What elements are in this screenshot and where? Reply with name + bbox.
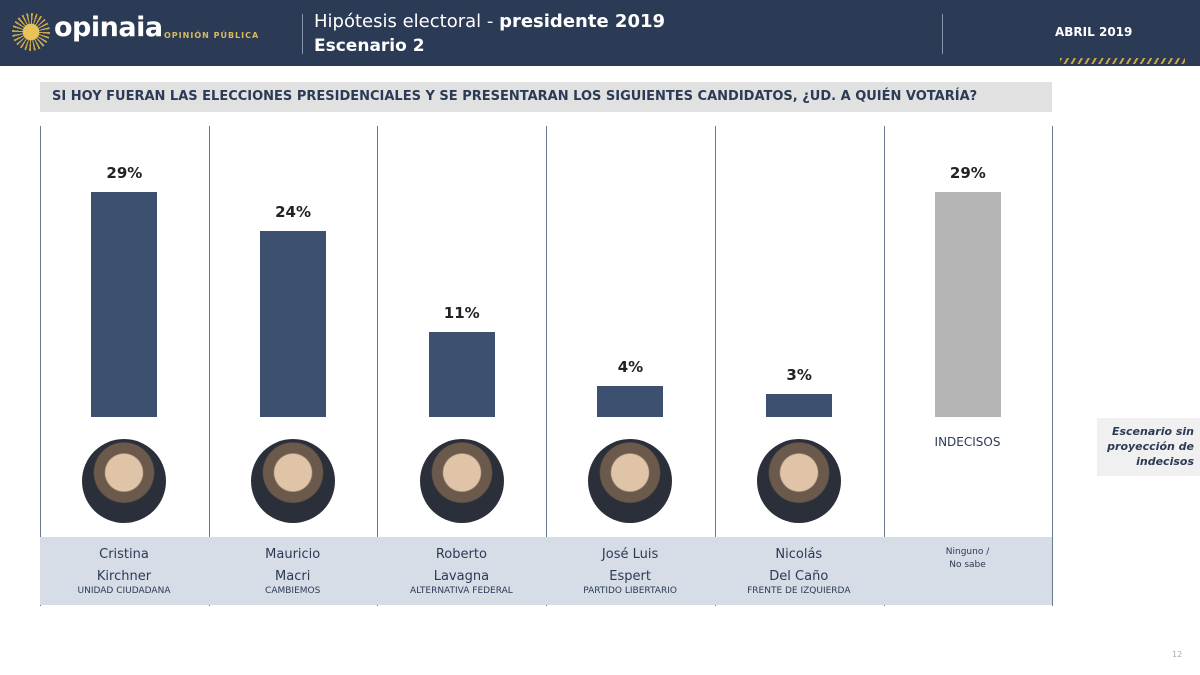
page-subtitle: Escenario 2 [314,36,425,56]
candidate-name: Nicolás Del Caño [769,547,829,584]
bar-2 [260,230,327,417]
data-label: 4% [617,357,644,376]
page-title: Hipótesis electoral - presidente 2019 [314,11,666,32]
undecided-label: INDECISOS [934,435,1001,449]
column-divider [40,126,41,606]
bar-1 [91,192,158,417]
column-divider [377,126,379,606]
divider [942,14,943,54]
column-divider [714,126,716,606]
candidate-name: Mauricio Macri [265,547,321,584]
candidate-photo [251,439,336,523]
divider [302,14,303,54]
candidate-photo [419,439,504,523]
opinaia-logo-icon [12,13,50,51]
column-divider [208,126,210,606]
names-band [40,537,1052,605]
data-label: 29% [949,164,986,182]
candidate-name: Cristina Kirchner [96,547,152,584]
party-name: FRENTE DE IZQUIERDA [747,586,851,596]
brand-subtitle: OPINIÓN PÚBLICA [164,31,260,40]
party-name: CAMBIEMOS [265,586,321,596]
candidate-photo [757,439,842,523]
candidate-name: Roberto Lavagna [433,547,490,584]
party-name: PARTIDO LIBERTARIO [583,586,677,596]
data-label: 29% [106,164,143,182]
scenario-note: Escenario sin proyección de indecisos [1097,418,1200,476]
bar-4 [597,385,664,417]
candidate-name: José Luis Espert [601,547,659,584]
brand-name: opinaia [54,12,163,43]
header: opinaia OPINIÓN PÚBLICA Hipótesis electo… [0,0,1200,66]
page-number: 12 [1172,650,1183,659]
data-label: 3% [786,365,812,384]
column-divider [883,126,885,606]
question-bar: SI HOY FUERAN LAS ELECCIONES PRESIDENCIA… [40,82,1052,112]
party-name: ALTERNATIVA FEDERAL [409,586,513,596]
column-divider [546,126,548,606]
bar-5 [766,393,833,417]
decorative-hatch [1060,58,1185,64]
party-name: UNIDAD CIUDADANA [77,586,171,596]
bar-6 [934,192,1001,417]
column-divider [1052,126,1053,606]
undecided-note: Ninguno / No sabe [945,547,990,570]
candidate-photo [82,439,167,523]
candidate-photo [588,439,673,523]
date-label: ABRIL 2019 [1055,25,1133,39]
bar-3 [428,331,495,417]
data-label: 24% [275,202,311,221]
data-label: 11% [443,303,480,322]
